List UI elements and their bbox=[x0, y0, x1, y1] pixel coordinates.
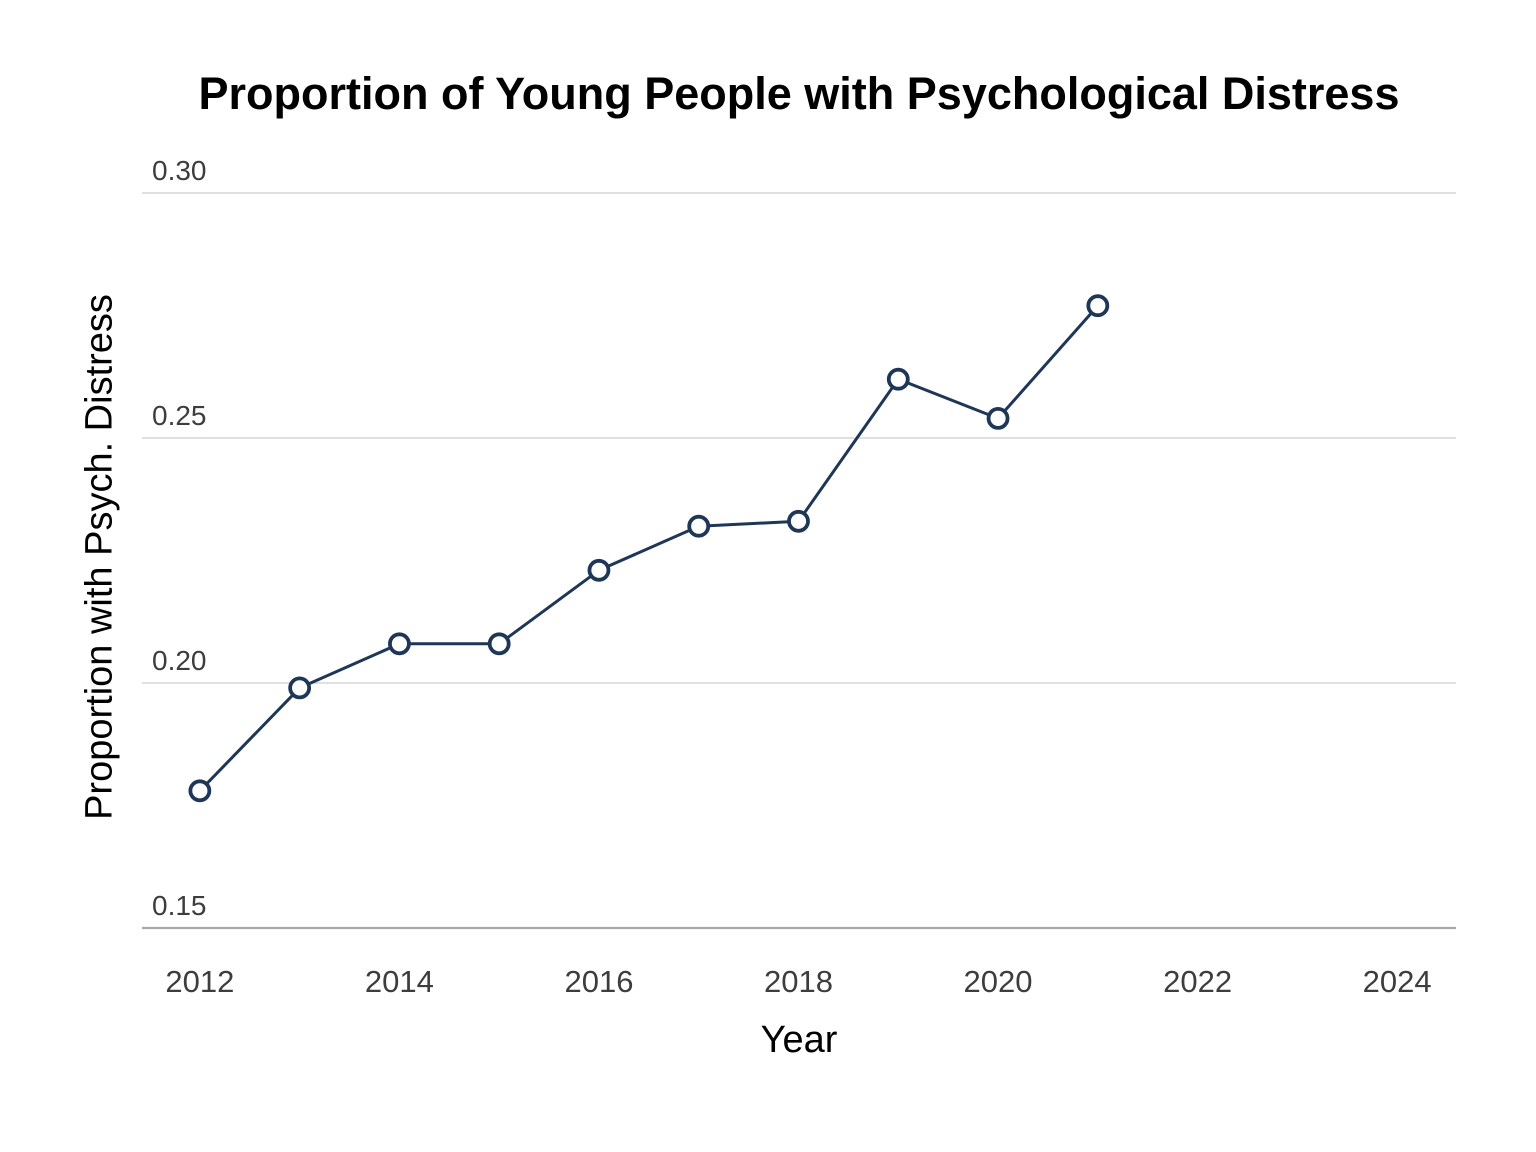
y-tick-label: 0.15 bbox=[152, 890, 207, 921]
data-point-marker bbox=[288, 676, 312, 700]
data-point-marker bbox=[388, 632, 411, 656]
y-tick-label: 0.20 bbox=[152, 645, 207, 676]
data-point-marker bbox=[1086, 294, 1110, 318]
x-tick-label: 2012 bbox=[165, 964, 235, 999]
data-point-marker bbox=[587, 558, 611, 582]
x-tick-label: 2014 bbox=[364, 964, 434, 999]
data-point-marker bbox=[687, 514, 711, 538]
x-tick-label: 2022 bbox=[1163, 964, 1233, 999]
x-axis-title: Year bbox=[760, 1019, 838, 1061]
data-line bbox=[198, 304, 1100, 793]
data-point-marker bbox=[188, 779, 212, 803]
y-tick-label: 0.25 bbox=[152, 400, 207, 431]
chart-title: Proportion of Young People with Psycholo… bbox=[198, 68, 1400, 119]
data-point-marker bbox=[886, 367, 910, 391]
data-point-marker bbox=[787, 509, 810, 533]
x-tick-label: 2020 bbox=[963, 964, 1033, 999]
x-tick-label: 2018 bbox=[764, 964, 833, 999]
data-point-marker bbox=[487, 632, 511, 656]
y-tick-label: 0.30 bbox=[152, 155, 207, 186]
x-tick-label: 2016 bbox=[564, 964, 634, 999]
data-point-marker bbox=[986, 406, 1010, 430]
x-tick-label: 2024 bbox=[1362, 964, 1432, 999]
